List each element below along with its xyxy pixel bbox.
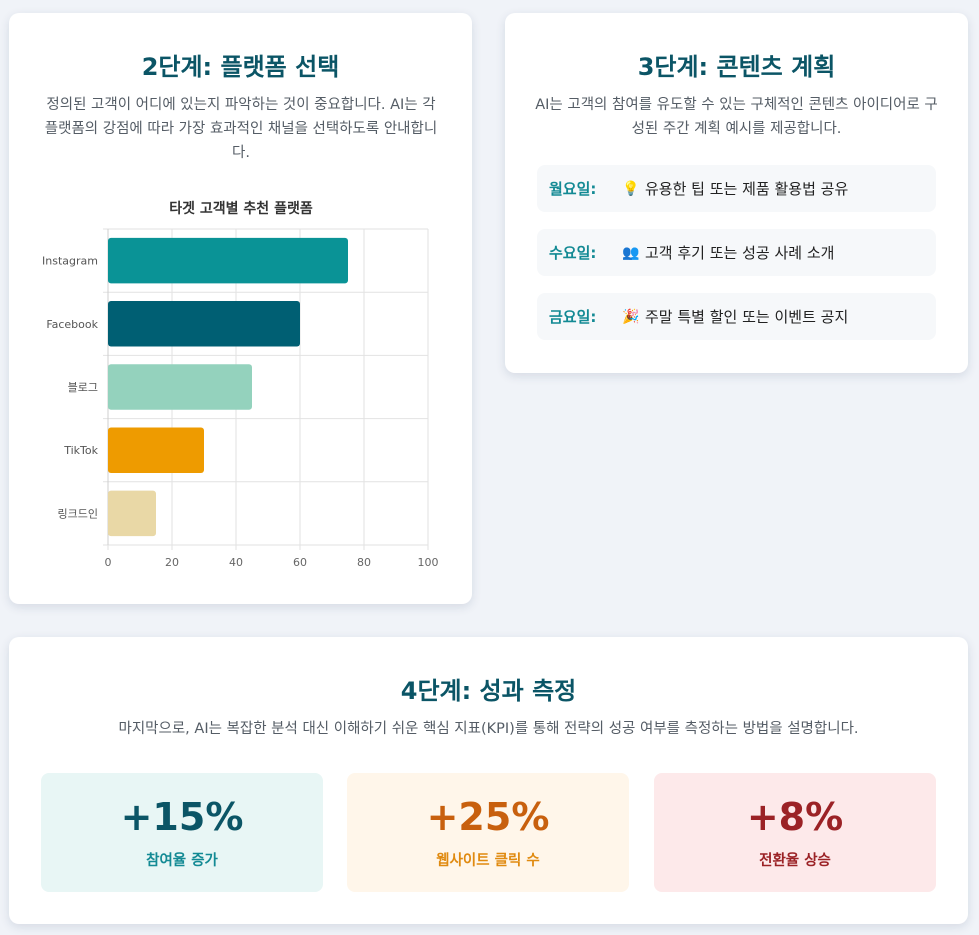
- schedule-day-label: 금요일:: [549, 308, 597, 326]
- x-tick-label: 60: [293, 556, 307, 569]
- bar-2: [108, 364, 252, 410]
- kpi-card-conversion: +8% 전환율 상승: [654, 773, 936, 892]
- schedule-item-wednesday: 수요일: 👥 고객 후기 또는 성공 사례 소개: [537, 229, 936, 276]
- schedule-day-label: 수요일:: [549, 244, 597, 262]
- kpi-label: 전환율 상승: [759, 853, 831, 869]
- schedule-item-text: 주말 특별 할인 또는 이벤트 공지: [645, 308, 849, 326]
- schedule-item-friday: 금요일: 🎉 주말 특별 할인 또는 이벤트 공지: [537, 293, 936, 340]
- performance-description: 마지막으로, AI는 복잡한 분석 대신 이해하기 쉬운 핵심 지표(KPI)를…: [118, 721, 859, 737]
- content-plan-description: AI는 고객의 참여를 유도할 수 있는 구체적인 콘텐츠 아이디어로 구성된 …: [535, 97, 938, 137]
- x-tick-label: 80: [357, 556, 371, 569]
- schedule-day-label: 월요일:: [549, 180, 597, 198]
- kpi-label: 참여율 증가: [146, 853, 218, 869]
- x-tick-label: 100: [418, 556, 439, 569]
- kpi-label: 웹사이트 클릭 수: [436, 853, 540, 869]
- kpi-card-clicks: +25% 웹사이트 클릭 수: [347, 773, 629, 892]
- y-tick-label: 블로그: [68, 381, 98, 394]
- kpi-card-engagement: +15% 참여율 증가: [41, 773, 323, 892]
- kpi-value: +15%: [120, 795, 244, 839]
- y-tick-label: TikTok: [63, 444, 98, 457]
- content-plan-title: 3단계: 콘텐츠 계획: [637, 53, 836, 81]
- bar-3: [108, 427, 204, 473]
- kpi-value: +25%: [426, 795, 550, 839]
- schedule-item-text: 고객 후기 또는 성공 사례 소개: [645, 244, 835, 262]
- platform-selection-title: 2단계: 플랫폼 선택: [141, 53, 340, 81]
- x-tick-label: 0: [105, 556, 112, 569]
- lightbulb-icon: 💡: [622, 180, 640, 197]
- bar-4: [108, 490, 156, 537]
- bar-0: [108, 237, 348, 284]
- people-icon: 👥: [622, 244, 640, 261]
- party-icon: 🎉: [622, 308, 640, 325]
- x-tick-label: 40: [229, 556, 243, 569]
- content-plan-card: 3단계: 콘텐츠 계획 AI는 고객의 참여를 유도할 수 있는 구체적인 콘텐…: [505, 13, 968, 373]
- x-tick-label: 20: [165, 556, 179, 569]
- y-tick-label: 링크드인: [58, 507, 98, 520]
- kpi-value: +8%: [746, 795, 844, 839]
- bar-1: [108, 301, 300, 347]
- platform-selection-card: 2단계: 플랫폼 선택 정의된 고객이 어디에 있는지 파악하는 것이 중요합니…: [9, 13, 472, 604]
- platform-bar-chart: 타겟 고객별 추천 플랫폼 Instagram Facebook 블로그 TikTok…: [42, 200, 439, 569]
- y-tick-label: Facebook: [46, 318, 98, 331]
- performance-measurement-card: 4단계: 성과 측정 마지막으로, AI는 복잡한 분석 대신 이해하기 쉬운 …: [9, 637, 968, 924]
- platform-selection-description: 정의된 고객이 어디에 있는지 파악하는 것이 중요합니다. AI는 각 플랫폼…: [44, 97, 438, 161]
- performance-title: 4단계: 성과 측정: [400, 677, 577, 705]
- schedule-item-monday: 월요일: 💡 유용한 팁 또는 제품 활용법 공유: [537, 165, 936, 212]
- schedule-item-text: 유용한 팁 또는 제품 활용법 공유: [645, 180, 849, 198]
- y-tick-label: Instagram: [42, 255, 98, 268]
- chart-title: 타겟 고객별 추천 플랫폼: [169, 200, 313, 217]
